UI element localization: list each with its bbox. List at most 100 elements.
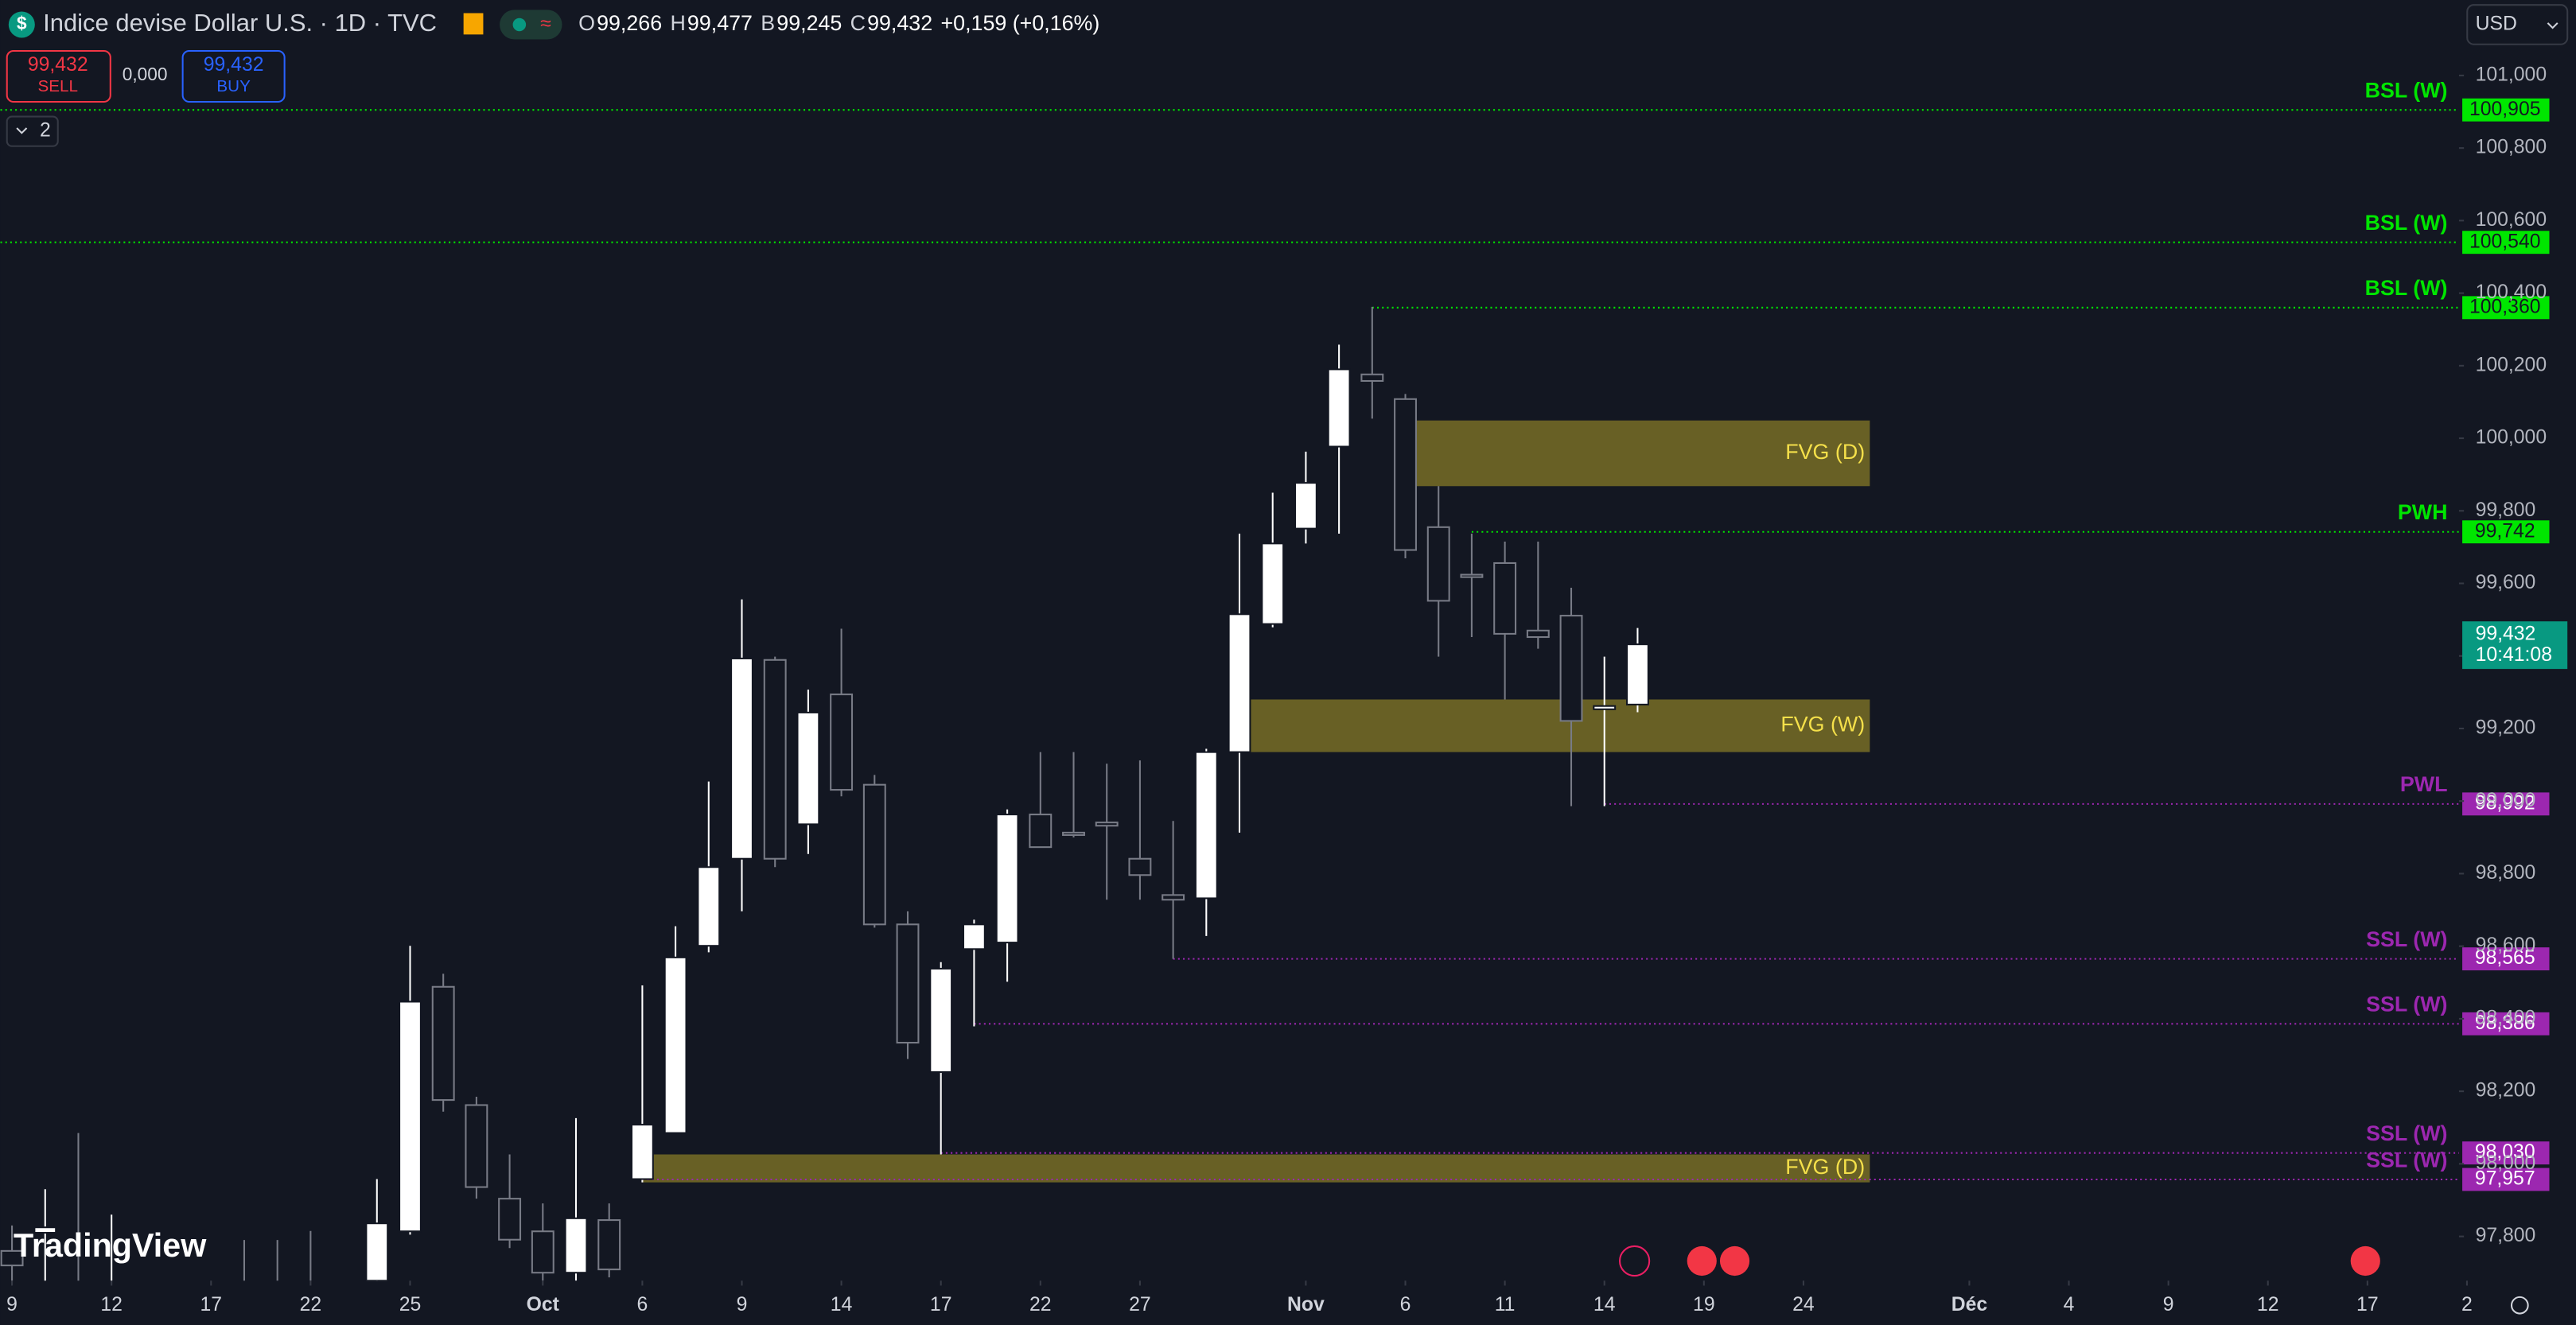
level-label: SSL (W)	[2366, 927, 2447, 951]
candle-body	[862, 783, 886, 926]
candle-body	[896, 923, 920, 1044]
level-price-box	[2462, 296, 2550, 320]
x-tick-label: 9	[2163, 1294, 2174, 1315]
currency-select[interactable]	[2466, 4, 2569, 45]
candle-body	[697, 866, 721, 947]
x-tick-label: 25	[399, 1294, 422, 1315]
ohlc-value: 99,266	[597, 11, 662, 35]
x-tick-label: 14	[831, 1294, 853, 1315]
candle-body	[995, 814, 1019, 944]
candle-body	[1394, 398, 1417, 551]
logo[interactable]: TradingView	[14, 1227, 207, 1264]
candle-body	[1194, 751, 1218, 900]
x-tick-label: 9	[6, 1294, 18, 1315]
symbol-icon: $	[17, 13, 27, 33]
level-price-box	[2462, 1012, 2550, 1036]
event-icon[interactable]	[1719, 1245, 1750, 1276]
level-price: 99,742	[2475, 520, 2535, 542]
buy-button[interactable]	[181, 49, 286, 103]
level-price-box	[2462, 1168, 2550, 1191]
candle-body	[1062, 831, 1085, 837]
ohlc-legend: O 99,266 H 99,477 B 99,245 C 99,432 +0,159 (+0,1…	[578, 11, 1099, 35]
y-tick-label: 100,200	[2476, 354, 2547, 375]
x-tick-label: Oct	[527, 1294, 559, 1315]
last-price: 99,432	[2476, 623, 2536, 644]
sell-price: 99,432	[28, 54, 88, 76]
x-tick-label: 6	[637, 1294, 648, 1315]
candle-body	[730, 657, 753, 860]
x-tick-label: 9	[737, 1294, 748, 1315]
y-tick-label: 101,000	[2476, 64, 2547, 85]
settings-icon[interactable]	[2510, 1296, 2529, 1315]
status-pill	[500, 10, 562, 40]
candle-body	[630, 1124, 654, 1180]
y-tick-label: 99,000	[2476, 790, 2536, 811]
candle-body	[929, 967, 953, 1073]
buy-label: BUY	[216, 77, 251, 95]
fvg-zone	[1405, 420, 1870, 487]
plot-area	[0, 109, 2459, 1281]
event-icon[interactable]	[1687, 1245, 1717, 1276]
last-price-box	[2462, 621, 2568, 670]
event-icon[interactable]	[1618, 1245, 1651, 1277]
level-price: 100,360	[2469, 296, 2541, 317]
y-tick-label: 98,800	[2476, 862, 2536, 884]
candle-body	[431, 985, 455, 1102]
y-tick-label: 100,400	[2476, 282, 2547, 303]
fvg-label: FVG (D)	[1785, 1155, 1865, 1179]
ohlc-key: H	[670, 11, 685, 35]
candle-body	[1493, 561, 1517, 635]
y-tick-label: 98,200	[2476, 1080, 2536, 1102]
level-label: BSL (W)	[2365, 211, 2448, 235]
candle-body	[1228, 613, 1251, 753]
candle-body	[1128, 857, 1152, 876]
level-label: BSL (W)	[2365, 79, 2448, 103]
x-tick-label: 24	[1792, 1294, 1815, 1315]
overlay: FVG (D) FVG (W) FVG (D) BSL (W) 100,905 BSL (…	[6, 64, 2568, 1315]
level-price-box	[2462, 947, 2550, 971]
fvg-zone	[1239, 699, 1870, 752]
candle-body	[33, 1226, 57, 1234]
candle-body	[498, 1198, 522, 1241]
candle-body	[399, 1001, 422, 1233]
candle-body	[1526, 629, 1550, 639]
level-price: 97,957	[2475, 1168, 2535, 1190]
x-tick-label: 22	[1029, 1294, 1052, 1315]
indicators-toggle[interactable]	[6, 115, 59, 147]
candle-body	[1460, 573, 1484, 578]
candle-body	[1095, 822, 1119, 827]
level-price: 98,992	[2475, 792, 2535, 814]
ohlc-key: O	[578, 11, 595, 35]
x-tick-label: 11	[1495, 1294, 1516, 1315]
level-label: SSL (W)	[2366, 1121, 2447, 1145]
candle-body	[1029, 814, 1053, 849]
level-label: PWH	[2398, 500, 2448, 524]
x-tick-label: 17	[930, 1294, 952, 1315]
symbol-icon-bg	[8, 11, 35, 38]
level-price: 100,905	[2469, 99, 2541, 120]
x-tick-label: 6	[1400, 1294, 1411, 1315]
fvg-label: FVG (W)	[1780, 713, 1865, 736]
event-icon[interactable]	[2350, 1245, 2380, 1276]
x-tick-label: 12	[2257, 1294, 2279, 1315]
sell-button[interactable]	[6, 49, 111, 103]
level-price: 100,540	[2469, 231, 2541, 252]
y-tick-label: 97,800	[2476, 1225, 2536, 1246]
chart-title[interactable]: Indice devise Dollar U.S. · 1D · TVC	[43, 9, 437, 37]
candle-body	[0, 1249, 24, 1267]
candle-body	[830, 694, 854, 791]
candle-body	[465, 1104, 488, 1188]
y-tick-label: 98,000	[2476, 1152, 2536, 1174]
level-label: BSL (W)	[2365, 276, 2448, 300]
countdown: 10:41:08	[2476, 644, 2552, 666]
y-tick-label: 100,000	[2476, 427, 2547, 449]
sell-label: SELL	[38, 77, 78, 95]
status-dot	[512, 17, 527, 32]
level-price-box	[2462, 1141, 2550, 1165]
candle-body	[763, 659, 787, 860]
candle-body	[1625, 643, 1649, 705]
level-label: PWL	[2400, 772, 2448, 796]
candle-body	[1162, 894, 1185, 901]
